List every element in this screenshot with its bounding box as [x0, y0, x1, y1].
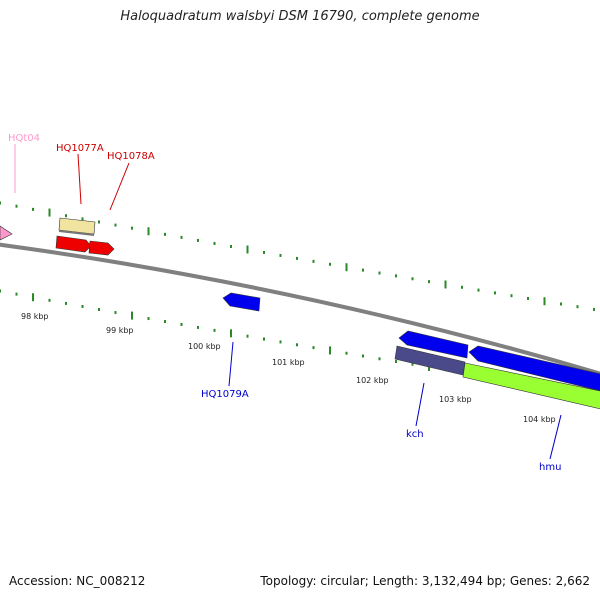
feature-leader-line: [415, 382, 425, 427]
scale-label: 103 kbp: [439, 395, 472, 404]
gene-hq1078a: [88, 240, 115, 256]
feature-leader-line: [77, 153, 82, 205]
gene-hq1079a: [222, 292, 261, 312]
genome-backbone: [0, 242, 600, 376]
gene-kch: [398, 330, 469, 359]
map-title: Haloquadratum walsbyi DSM 16790, complet…: [120, 9, 480, 24]
feature-label: kch: [406, 429, 424, 440]
scale-label: 100 kbp: [188, 342, 221, 351]
scale-label: 104 kbp: [523, 415, 556, 424]
gene-hq1077a: [55, 235, 92, 253]
scale-label: 102 kbp: [356, 376, 389, 385]
feature-label: HQ1078A: [107, 151, 155, 162]
feature-leader-line: [109, 162, 130, 211]
feature-leader-line: [549, 414, 562, 460]
feature-label: HQ1079A: [201, 389, 249, 400]
feature-label: HQ1077A: [56, 143, 104, 154]
trna-feature-hqt04: [0, 225, 13, 241]
accession-label: Accession: NC_008212: [9, 574, 146, 588]
scale-label: 101 kbp: [272, 358, 305, 367]
feature-leader-line: [228, 341, 234, 387]
gene-hmu: [468, 345, 600, 392]
feature-lime: [462, 362, 600, 410]
scale-label: 98 kbp: [21, 312, 49, 321]
feature-label: hmu: [539, 462, 561, 473]
feature-label: HQt04: [8, 133, 40, 144]
feature-pale-outline: [58, 230, 95, 236]
scale-label: 99 kbp: [106, 326, 134, 335]
genome-summary: Topology: circular; Length: 3,132,494 bp…: [260, 574, 590, 588]
